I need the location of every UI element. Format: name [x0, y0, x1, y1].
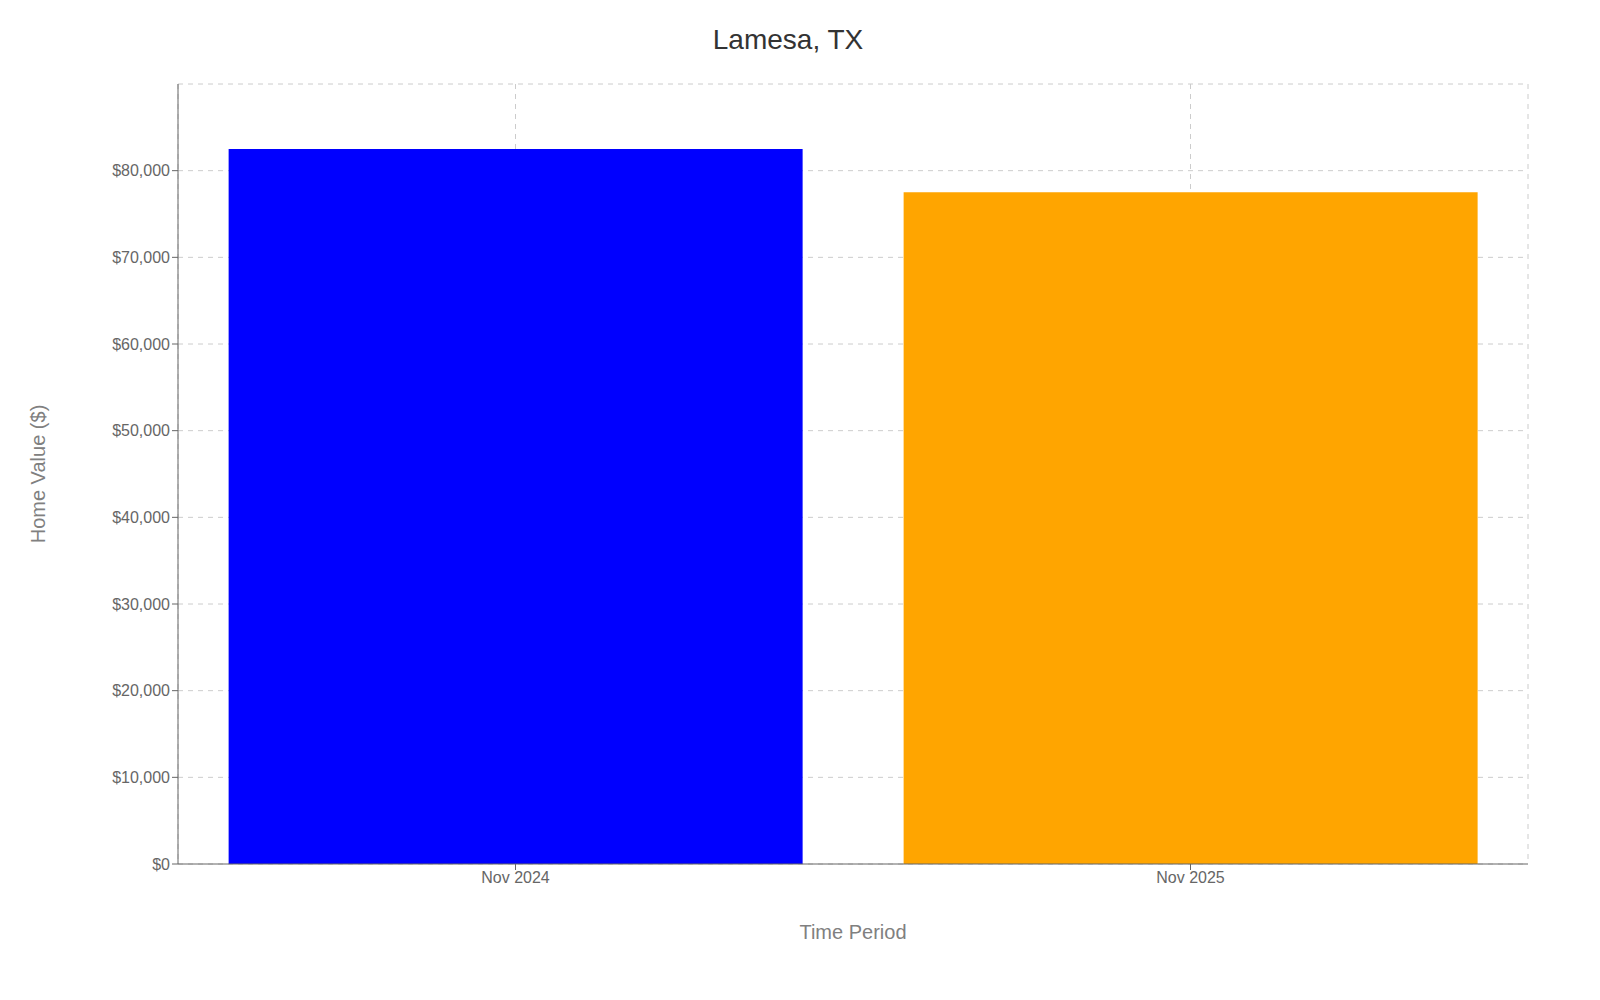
svg-text:$50,000: $50,000: [112, 422, 170, 439]
svg-text:$20,000: $20,000: [112, 682, 170, 699]
svg-text:$0: $0: [152, 856, 170, 873]
svg-text:$70,000: $70,000: [112, 249, 170, 266]
svg-text:$10,000: $10,000: [112, 769, 170, 786]
svg-text:Nov 2025: Nov 2025: [1156, 869, 1225, 886]
svg-text:$80,000: $80,000: [112, 162, 170, 179]
svg-text:$60,000: $60,000: [112, 336, 170, 353]
svg-text:Time Period: Time Period: [799, 921, 906, 943]
svg-text:$30,000: $30,000: [112, 596, 170, 613]
html-text:Lamesa, TX: Lamesa, TX: [712, 24, 864, 55]
svg-text:$40,000: $40,000: [112, 509, 170, 526]
svg-text:Nov 2024: Nov 2024: [481, 869, 550, 886]
svg-text:Home Value ($): Home Value ($): [27, 405, 49, 544]
